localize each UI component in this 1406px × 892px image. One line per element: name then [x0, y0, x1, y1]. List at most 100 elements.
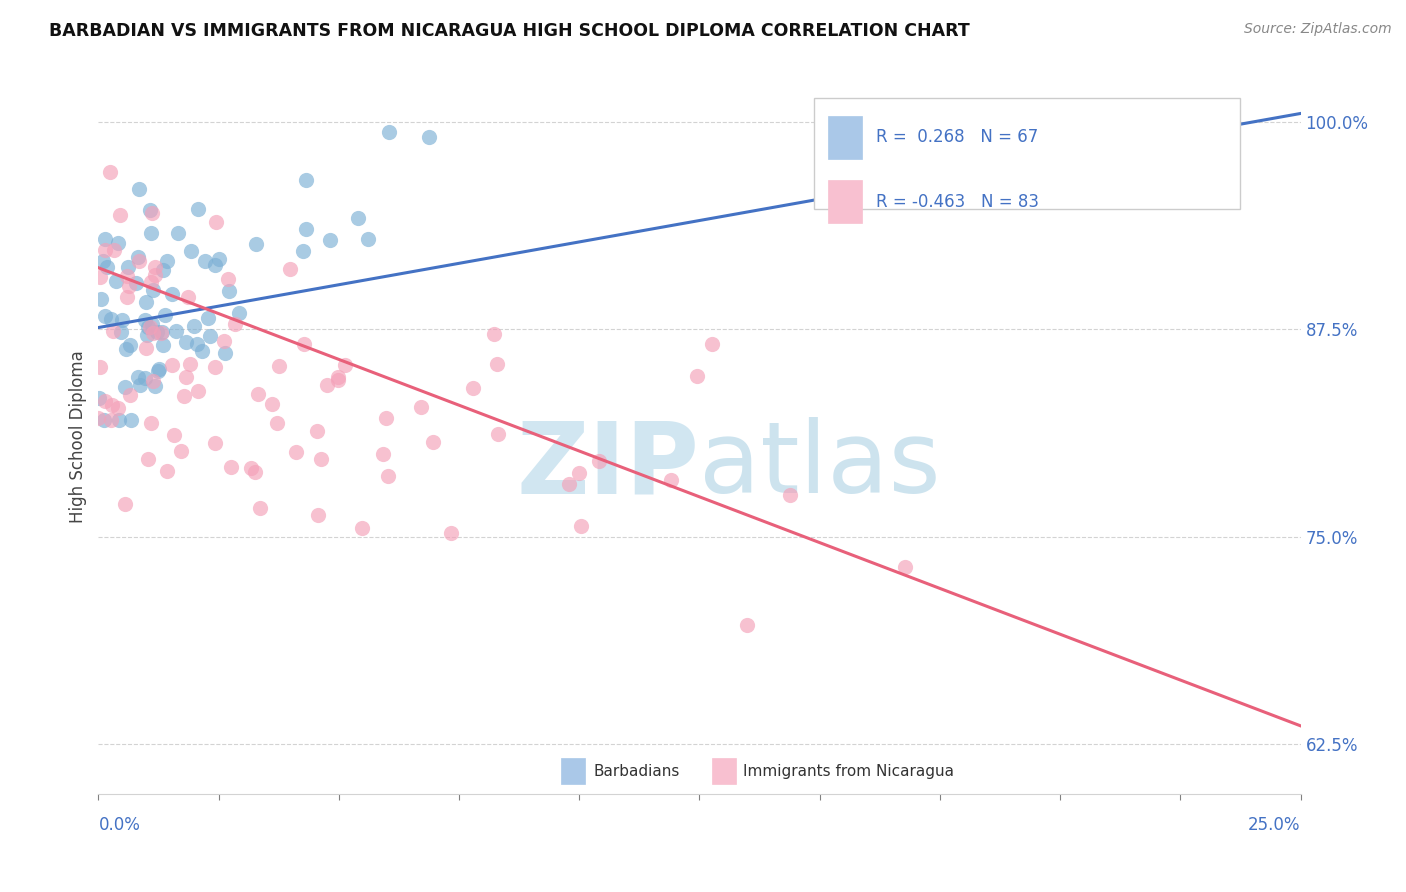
Point: [247, 387, 270, 401]
Point: [111, 313, 134, 327]
Point: [148, 364, 170, 378]
Point: [103, 244, 125, 258]
Point: [212, 334, 235, 348]
Point: [155, 464, 177, 478]
Point: [89, 269, 111, 284]
Point: [134, 313, 156, 327]
Point: [204, 359, 226, 374]
Point: [174, 370, 197, 384]
Point: [569, 518, 592, 533]
Point: [139, 275, 162, 289]
Point: [292, 244, 315, 258]
Point: [135, 328, 157, 343]
Bar: [561, 758, 585, 784]
Point: [659, 473, 682, 487]
Point: [107, 235, 129, 250]
Point: [146, 325, 169, 339]
Point: [243, 465, 266, 479]
Point: [87, 391, 110, 405]
Point: [190, 343, 212, 358]
Point: [228, 306, 250, 320]
Point: [292, 337, 315, 351]
Point: [162, 359, 184, 373]
Point: [224, 317, 246, 331]
Point: [163, 428, 186, 442]
Point: [127, 370, 149, 384]
Text: Immigrants from Nicaragua: Immigrants from Nicaragua: [742, 764, 953, 779]
Point: [326, 369, 349, 384]
Point: [160, 287, 183, 301]
Point: [207, 252, 229, 267]
Point: [409, 401, 432, 415]
Point: [307, 424, 329, 438]
Point: [249, 500, 271, 515]
Point: [186, 337, 208, 351]
Point: [179, 357, 201, 371]
Point: [139, 226, 162, 240]
Point: [557, 476, 579, 491]
Point: [702, 337, 724, 351]
Point: [138, 320, 160, 334]
Point: [117, 278, 139, 293]
Bar: [828, 116, 862, 159]
Text: Barbadians: Barbadians: [593, 764, 681, 779]
Point: [156, 253, 179, 268]
Point: [117, 260, 139, 274]
Point: [98, 164, 121, 178]
Point: [187, 384, 209, 399]
Point: [311, 451, 333, 466]
Point: [96, 260, 118, 274]
Point: [108, 208, 131, 222]
Point: [129, 378, 152, 392]
Point: [686, 368, 709, 383]
Point: [135, 294, 157, 309]
Point: [155, 308, 177, 322]
Point: [94, 243, 117, 257]
Point: [217, 272, 239, 286]
Point: [93, 394, 115, 409]
Point: [115, 290, 138, 304]
Point: [100, 413, 122, 427]
Point: [180, 244, 202, 259]
Point: [204, 436, 226, 450]
Point: [139, 416, 162, 430]
Point: [136, 452, 159, 467]
Point: [127, 250, 149, 264]
Point: [152, 325, 174, 339]
Point: [486, 426, 509, 441]
Text: 25.0%: 25.0%: [1249, 816, 1301, 834]
Point: [357, 232, 380, 246]
Point: [198, 328, 221, 343]
Point: [115, 269, 138, 284]
Point: [149, 326, 172, 340]
Point: [484, 327, 506, 342]
Point: [284, 445, 307, 459]
Point: [377, 125, 399, 139]
Point: [422, 435, 444, 450]
Point: [194, 254, 217, 268]
Point: [177, 290, 200, 304]
Point: [485, 357, 508, 371]
Point: [418, 130, 440, 145]
Point: [461, 381, 484, 395]
Point: [143, 379, 166, 393]
Point: [94, 232, 117, 246]
Point: [142, 283, 165, 297]
Point: [588, 454, 610, 468]
Point: [166, 226, 188, 240]
Point: [307, 508, 329, 523]
Text: R =  0.268   N = 67: R = 0.268 N = 67: [876, 128, 1039, 146]
Point: [183, 318, 205, 333]
Point: [240, 461, 263, 475]
Point: [139, 202, 162, 217]
Point: [218, 284, 240, 298]
Point: [141, 317, 163, 331]
Point: [107, 401, 129, 415]
Text: R = -0.463   N = 83: R = -0.463 N = 83: [876, 193, 1039, 211]
Text: Source: ZipAtlas.com: Source: ZipAtlas.com: [1244, 22, 1392, 37]
Point: [267, 359, 290, 373]
Point: [125, 276, 148, 290]
Point: [115, 342, 138, 356]
Point: [114, 497, 136, 511]
Point: [439, 526, 461, 541]
